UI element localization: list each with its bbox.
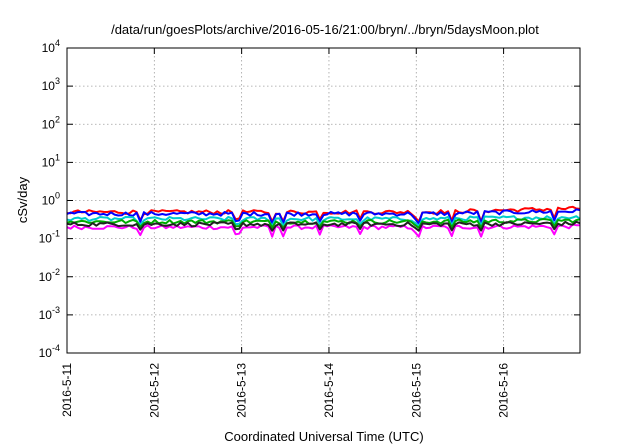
x-axis-label: Coordinated Universal Time (UTC) (224, 429, 423, 444)
y-tick-label: 104 (42, 38, 60, 55)
chart-title: /data/run/goesPlots/archive/2016-05-16/2… (111, 22, 539, 37)
x-tick-label: 2016-5-12 (147, 363, 161, 418)
x-tick-label: 2016-5-15 (409, 363, 423, 418)
y-tick-label: 10-2 (39, 267, 60, 284)
y-tick-label: 10-4 (39, 343, 60, 360)
x-tick-label: 2016-5-16 (497, 363, 511, 418)
series-line (66, 220, 581, 232)
grid (67, 48, 580, 353)
series-line (66, 205, 581, 223)
y-tick-label: 100 (42, 191, 60, 208)
x-tick-label: 2016-5-11 (60, 363, 74, 417)
x-tick-label: 2016-5-13 (235, 363, 249, 418)
x-tick-labels: 2016-5-11 2016-5-12 2016-5-13 2016-5-14 2016… (60, 363, 511, 418)
series-layer (66, 205, 581, 238)
y-tick-labels: 10-4 10-3 10-2 10-1 100 101 102 103 104 (39, 38, 60, 360)
series-line (66, 218, 581, 229)
y-tick-label: 101 (42, 152, 60, 169)
ticks (66, 47, 580, 354)
y-tick-label: 10-1 (39, 229, 60, 246)
y-tick-label: 10-3 (39, 305, 60, 322)
y-tick-label: 102 (42, 114, 60, 131)
y-axis-label: cSv/day (15, 176, 30, 223)
series-line (66, 208, 581, 225)
x-tick-label: 2016-5-14 (322, 363, 336, 418)
y-tick-label: 103 (42, 76, 60, 93)
